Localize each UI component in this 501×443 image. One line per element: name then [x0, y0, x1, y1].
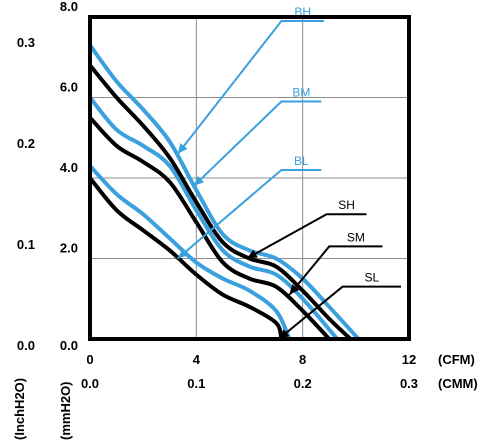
y-axis-unit-mmh2o: (mmH2O): [58, 381, 73, 440]
callout-sh-leader: [246, 213, 367, 260]
series-label-sl: SL: [364, 271, 379, 285]
y-tick-inchh2o: 0.0: [17, 338, 35, 353]
x-tick-cmm: 0.3: [400, 376, 418, 391]
x-tick-cfm: 8: [299, 352, 306, 367]
y-tick-inchh2o: 0.3: [17, 35, 35, 50]
x-axis-unit-cfm: (CFM): [438, 352, 475, 367]
tick-labels: 0 4 8 12 0.0 0.1 0.2 0.3 0.0 2.0 4.0 6.0 8.0 0.0 0.1 0.…: [17, 0, 418, 391]
x-tick-cfm: 12: [402, 352, 416, 367]
callout-bm: BM: [192, 86, 322, 187]
series-label-bm: BM: [292, 86, 310, 100]
series-label-sh: SH: [338, 198, 355, 212]
y-tick-mmh2o: 4.0: [60, 160, 78, 175]
callout-bm-arrowhead: [193, 175, 205, 187]
x-tick-cmm: 0.2: [294, 376, 312, 391]
series-bl-line: [88, 163, 292, 341]
y-tick-mmh2o: 2.0: [60, 241, 78, 256]
y-tick-inchh2o: 0.1: [17, 237, 35, 252]
callout-sl-leader: [278, 285, 402, 340]
callout-bh-leader: [176, 20, 324, 155]
callout-sl: SL: [278, 271, 402, 340]
series-sl-line: [88, 176, 284, 341]
callout-sm-leader: [288, 245, 383, 296]
series-lines: [88, 43, 361, 341]
series-sh-line: [88, 63, 353, 341]
x-tick-cfm: 0: [86, 352, 93, 367]
y-tick-inchh2o: 0.2: [17, 136, 35, 151]
series-sm-line: [88, 115, 332, 341]
series-label-sm: SM: [347, 230, 365, 244]
x-tick-cfm: 4: [193, 352, 201, 367]
callout-bl-arrowhead: [177, 248, 189, 259]
callout-sm: SM: [288, 230, 383, 296]
callout-sl-arrowhead: [278, 329, 290, 339]
x-tick-cmm: 0.0: [81, 376, 99, 391]
callout-sm-arrowhead: [289, 284, 300, 295]
x-axis-unit-cmm: (CMM): [438, 376, 478, 391]
callout-bh-arrowhead: [177, 143, 188, 154]
series-label-bl: BL: [294, 154, 309, 168]
callout-sh: SH: [246, 198, 367, 260]
y-axis-unit-inchh2o: (InchH2O): [12, 378, 27, 440]
plot-frame: [88, 15, 411, 341]
callout-sh-arrowhead: [246, 249, 258, 259]
callout-bl: BL: [177, 154, 322, 260]
callout-bm-leader: [192, 100, 322, 187]
callout-bl-leader: [177, 168, 322, 260]
y-tick-mmh2o: 0.0: [60, 338, 78, 353]
y-tick-mmh2o: 6.0: [60, 80, 78, 95]
y-tick-mmh2o: 8.0: [60, 0, 78, 14]
x-tick-cmm: 0.1: [187, 376, 205, 391]
series-bh-line: [88, 43, 361, 341]
